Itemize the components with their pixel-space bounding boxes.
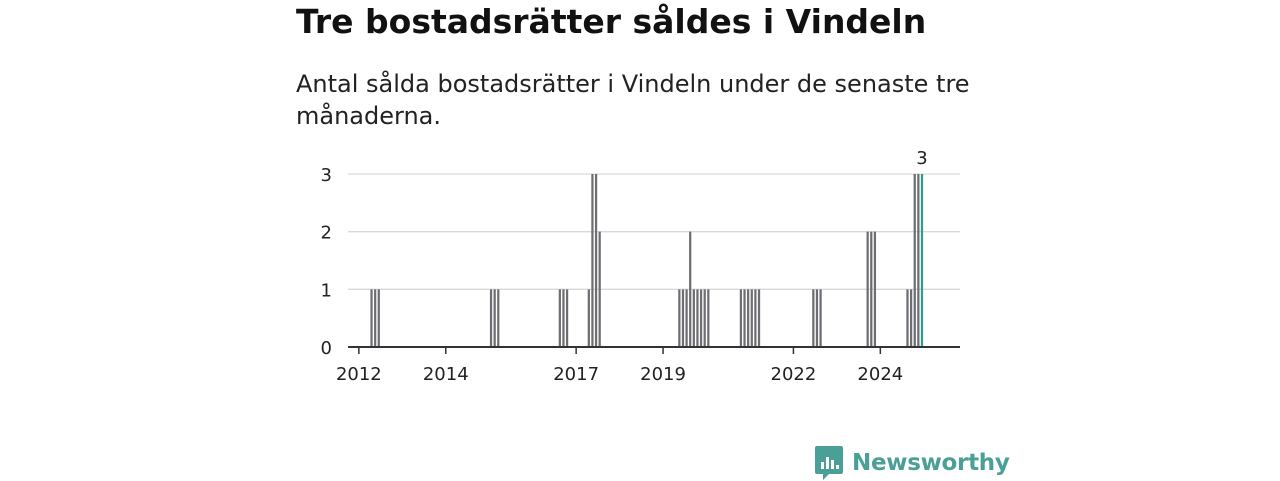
bar	[678, 289, 681, 347]
bar	[819, 289, 822, 347]
bar	[812, 289, 815, 347]
x-tick-label: 2022	[771, 364, 817, 385]
bar	[739, 289, 743, 347]
bar	[493, 289, 496, 347]
grid-lines	[348, 173, 960, 290]
tick-labels: 0 1 2 3 3 2012 2014 2017 2019 2022 2024	[321, 148, 928, 385]
bar	[692, 289, 695, 347]
bar	[707, 289, 710, 347]
y-tick-label: 2	[321, 223, 332, 244]
bar	[587, 289, 590, 347]
bars	[370, 174, 924, 347]
bar	[689, 231, 692, 347]
bar	[497, 289, 500, 347]
x-tick-label: 2024	[857, 364, 903, 385]
bar	[906, 289, 909, 347]
bar-highlight	[920, 174, 924, 347]
chart-subtitle: Antal sålda bostadsrätter i Vindeln unde…	[296, 70, 970, 130]
x-tick-label: 2019	[640, 364, 686, 385]
bar	[489, 289, 493, 347]
bar	[754, 289, 757, 347]
bar	[909, 289, 913, 347]
bar	[757, 289, 761, 347]
chart-title: Tre bostadsrätter såldes i Vindeln	[296, 2, 927, 41]
y-tick-label: 1	[321, 280, 332, 301]
bar	[870, 231, 873, 347]
bar	[696, 289, 699, 347]
x-axis	[348, 346, 960, 354]
x-tick-label: 2014	[423, 364, 469, 385]
bar	[750, 289, 753, 347]
x-tick-label: 2012	[336, 364, 382, 385]
bar	[703, 289, 706, 347]
bar	[370, 289, 373, 347]
x-tick-label: 2017	[553, 364, 599, 385]
highlight-value-label: 3	[916, 148, 927, 169]
newsworthy-logo-icon	[815, 446, 843, 480]
bar	[866, 231, 869, 347]
brand-name: Newsworthy	[852, 450, 1010, 476]
bar	[917, 174, 920, 347]
bar	[681, 289, 685, 347]
bar	[598, 231, 601, 347]
bar	[685, 289, 688, 347]
bar	[594, 174, 598, 347]
bar	[558, 289, 561, 347]
bar	[562, 289, 565, 347]
bar	[873, 231, 877, 347]
bar	[913, 174, 916, 347]
bar	[591, 174, 594, 347]
bar	[565, 289, 569, 347]
y-tick-label: 3	[321, 165, 332, 186]
y-tick-label: 0	[321, 338, 332, 359]
bar	[699, 289, 703, 347]
bar	[377, 289, 380, 347]
bar	[374, 289, 377, 347]
bar	[815, 289, 819, 347]
bar	[747, 289, 750, 347]
brand-logo: Newsworthy	[815, 445, 1010, 481]
bar	[743, 289, 746, 347]
